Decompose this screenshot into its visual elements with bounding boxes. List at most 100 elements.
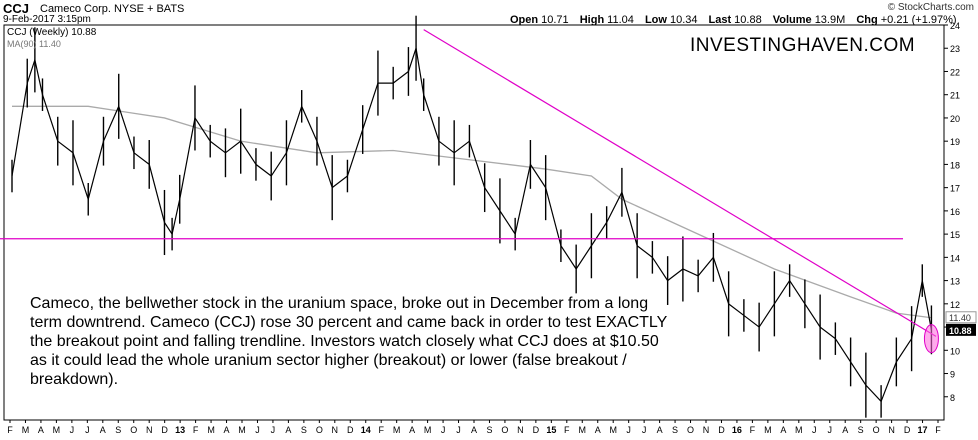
x-tick-label: N (703, 425, 710, 435)
quote-value: 10.71 (541, 14, 569, 26)
x-tick-label: O (130, 425, 137, 435)
y-tick-label: 20 (950, 114, 960, 124)
x-tick-label: A (409, 425, 415, 435)
legend-price-label: CCJ (Weekly) 10.88 (7, 27, 97, 38)
x-tick-label: M (764, 425, 772, 435)
quote-label: Volume (772, 14, 812, 26)
quote-label: Low (644, 14, 667, 26)
x-tick-label: N (517, 425, 524, 435)
price-line (11, 48, 933, 403)
x-tick-label: M (795, 425, 803, 435)
legend-ma-label: MA(90) 11.40 (7, 39, 61, 49)
x-tick-label: M (579, 425, 587, 435)
quote-label: High (579, 14, 605, 26)
ma-value-tag (945, 311, 977, 324)
quote-label: Last (708, 14, 732, 26)
ticker-symbol: CCJ (3, 1, 30, 16)
x-tick-label: M (53, 425, 61, 435)
annotation-text: Cameco, the bellwether stock in the uran… (30, 295, 668, 388)
x-tick-label: A (780, 425, 786, 435)
x-tick-label: A (285, 425, 291, 435)
x-tick-label: M (22, 425, 30, 435)
price-legend: CCJ (Weekly) 10.88 (7, 27, 96, 38)
quote-label: Chg (856, 14, 878, 26)
y-tick-label: 12 (950, 300, 960, 310)
x-tick-label: S (301, 425, 307, 435)
y-tick-label: 16 (950, 207, 960, 217)
y-tick-label: 24 (950, 21, 960, 31)
x-tick-label: J (85, 425, 90, 435)
x-tick-label: J (456, 425, 461, 435)
x-tick-label: N (332, 425, 339, 435)
chart-header: CCJ Cameco Corp. NYSE + BATS 9-Feb-2017 … (0, 0, 978, 26)
x-tick-label: 17 (918, 425, 928, 435)
x-tick-label: S (486, 425, 492, 435)
company-name: Cameco Corp. NYSE + BATS (40, 3, 185, 15)
y-tick-label: 13 (950, 277, 960, 287)
quote-value: +0.21 (+1.97%) (880, 14, 957, 26)
x-tick-label: 16 (732, 425, 742, 435)
x-tick-label: O (501, 425, 508, 435)
x-tick-label: A (224, 425, 230, 435)
x-tick-label: A (100, 425, 106, 435)
y-tick-label: 9 (950, 370, 955, 380)
brand-credit: © StockCharts.com (887, 2, 974, 13)
breakout-highlight (923, 324, 939, 354)
x-tick-label: F (7, 425, 13, 435)
x-tick-label: A (38, 425, 44, 435)
y-tick-label: 21 (950, 91, 960, 101)
x-tick-label: O (687, 425, 694, 435)
x-tick-label: 15 (546, 425, 556, 435)
x-tick-label: D (904, 425, 911, 435)
x-tick-label: J (642, 425, 647, 435)
ma-legend: MA(90) 11.40 (7, 39, 61, 49)
y-tick-label: 15 (950, 230, 960, 240)
last-price-tag (946, 323, 976, 336)
y-tick-label: 14 (950, 253, 960, 263)
x-tick-label: M (393, 425, 401, 435)
x-tick-label: F (193, 425, 199, 435)
x-tick-label: A (842, 425, 848, 435)
quote-label: Open (510, 14, 539, 26)
x-tick-label: S (672, 425, 678, 435)
x-tick-label: S (115, 425, 121, 435)
x-tick-label: J (255, 425, 260, 435)
x-tick-label: N (888, 425, 895, 435)
trendline (423, 29, 937, 337)
x-tick-label: M (238, 425, 246, 435)
quote-bar: Open 10.71 High 11.04 Low 10.34 Last 10.88 V… (510, 14, 965, 26)
y-tick-label: 18 (950, 160, 960, 170)
x-tick-label: M (424, 425, 432, 435)
watermark: INVESTINGHAVEN.COM (690, 35, 916, 56)
x-tick-label: J (626, 425, 631, 435)
quote-value: 10.88 (734, 14, 762, 26)
timestamp: 9-Feb-2017 3:15pm (3, 14, 91, 25)
x-tick-label: F (378, 425, 384, 435)
y-tick-label: 17 (950, 184, 960, 194)
y-tick-label: 22 (950, 67, 960, 77)
x-tick-label: J (827, 425, 832, 435)
x-tick-label: F (935, 425, 941, 435)
x-tick-label: D (718, 425, 725, 435)
x-tick-label: D (161, 425, 168, 435)
x-tick-label: D (347, 425, 354, 435)
ma-value-label: 11.40 (949, 313, 971, 323)
x-tick-label: J (70, 425, 75, 435)
quote-value: 10.34 (669, 14, 698, 26)
x-tick-label: A (595, 425, 601, 435)
x-tick-label: O (873, 425, 880, 435)
x-tick-label: J (441, 425, 446, 435)
x-tick-label: O (316, 425, 323, 435)
x-tick-label: F (750, 425, 756, 435)
x-tick-label: J (271, 425, 276, 435)
y-tick-label: 23 (950, 44, 960, 54)
quote-value: 13.9M (814, 14, 846, 26)
x-tick-label: A (471, 425, 477, 435)
x-tick-label: 14 (361, 425, 371, 435)
x-tick-label: S (858, 425, 864, 435)
y-tick-label: 19 (950, 137, 960, 147)
last-price-label: 10.88 (949, 326, 972, 336)
x-tick-label: D (533, 425, 540, 435)
x-tick-label: F (564, 425, 570, 435)
